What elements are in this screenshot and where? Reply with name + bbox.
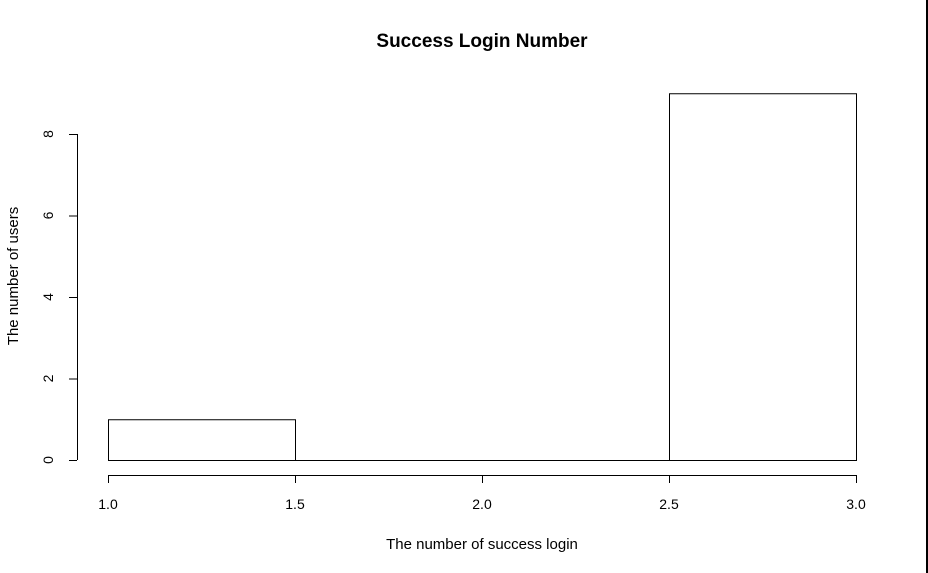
y-axis: 0 2 4 6 8 [40,130,78,464]
window-edge [926,0,928,573]
x-tick-label-1: 1.5 [285,496,305,512]
x-tick-label-3: 2.5 [659,496,679,512]
chart-title: Success Login Number [376,31,588,52]
x-axis: 1.0 1.5 2.0 2.5 3.0 [98,475,866,512]
y-tick-label-2: 4 [40,293,56,301]
x-tick-label-2: 2.0 [472,496,492,512]
x-tick-label-0: 1.0 [98,496,118,512]
x-tick-label-4: 3.0 [846,496,866,512]
x-axis-label: The number of success login [386,536,578,553]
y-tick-label-0: 0 [40,456,56,464]
y-tick-label-3: 6 [40,211,56,219]
histogram-bar-0 [108,419,296,461]
y-tick-label-4: 8 [40,130,56,138]
histogram-bar-3 [669,93,857,461]
bars-group [108,93,857,461]
y-tick-label-1: 2 [40,374,56,382]
y-axis-label: The number of users [5,207,22,345]
